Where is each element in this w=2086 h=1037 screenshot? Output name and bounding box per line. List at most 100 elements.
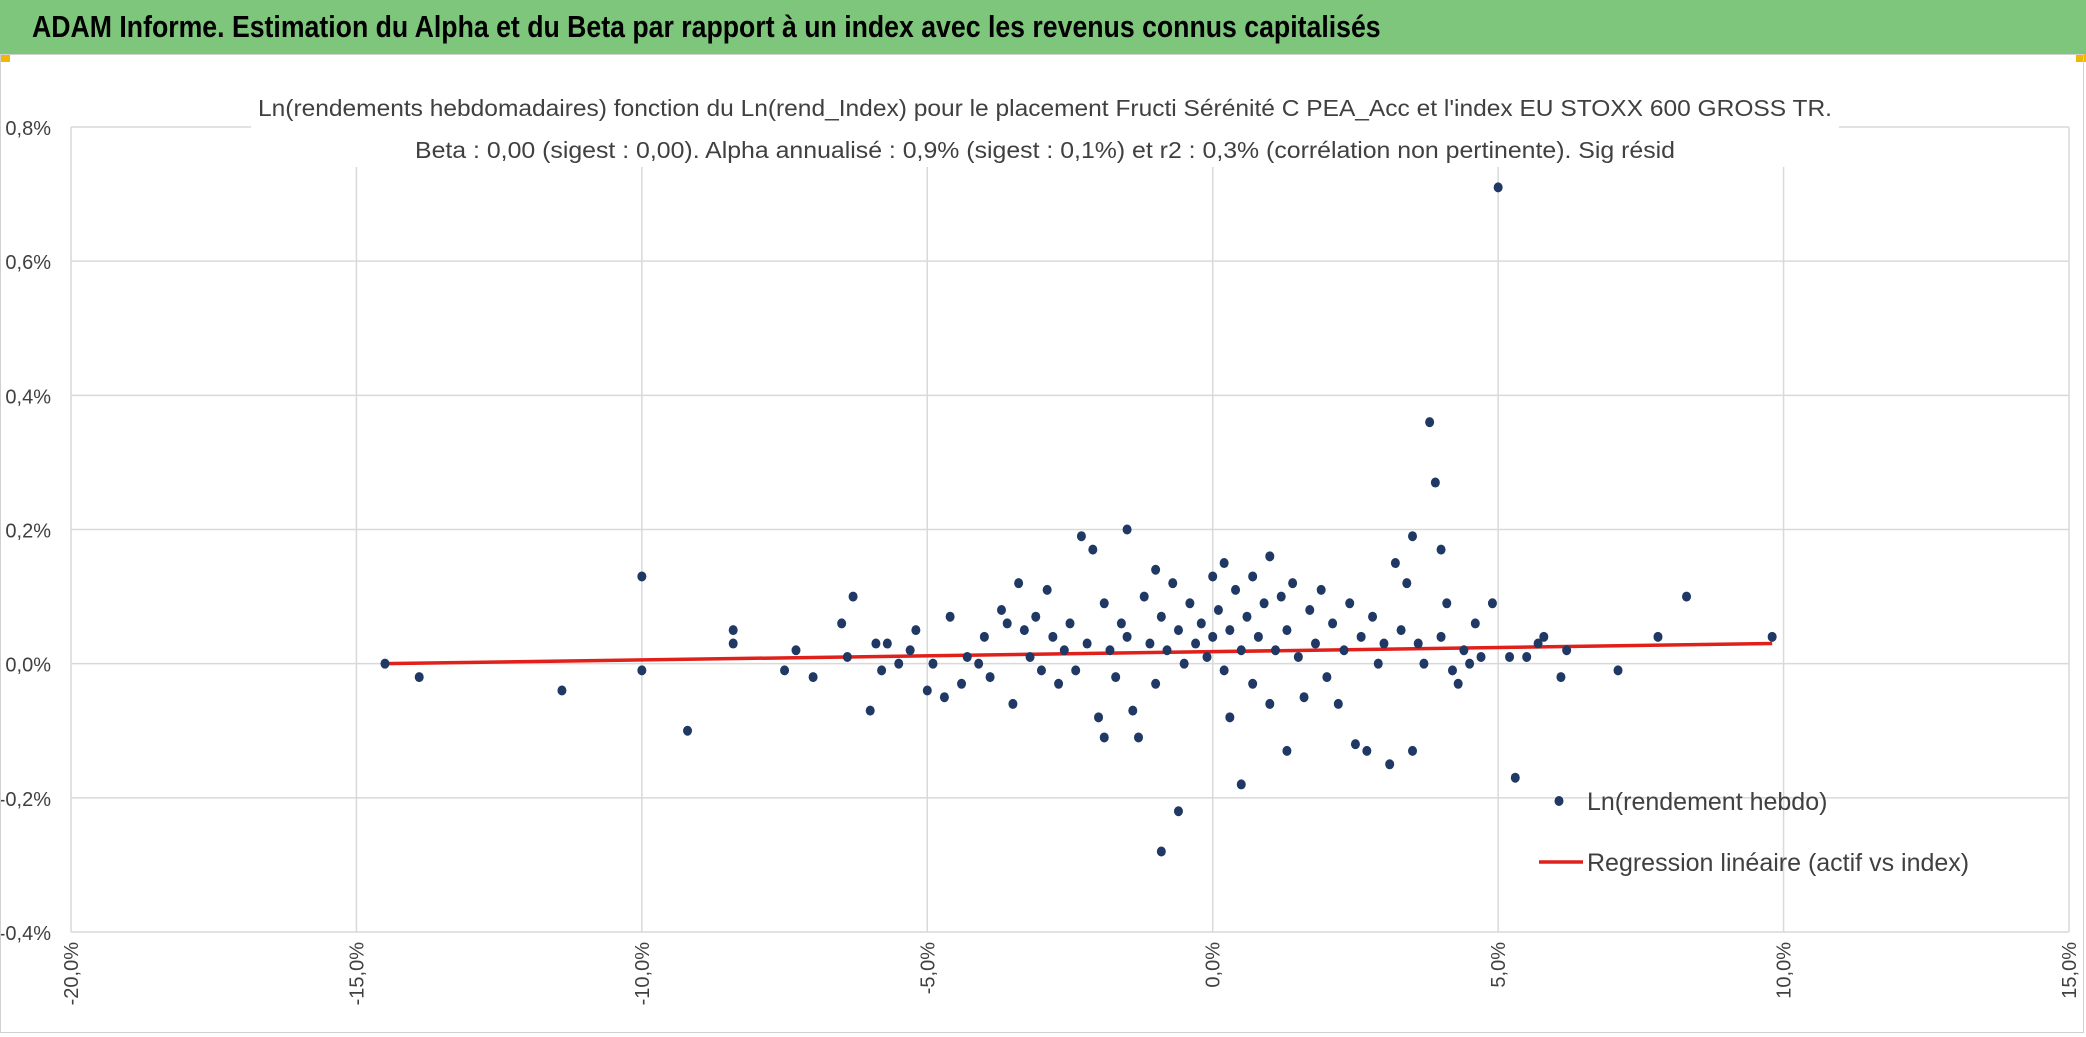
- scatter-point: [1088, 544, 1098, 555]
- scatter-point: [1242, 611, 1252, 622]
- scatter-point: [1219, 665, 1229, 676]
- scatter-point: [1014, 578, 1024, 589]
- scatter-point: [791, 645, 801, 656]
- scatter-point: [1459, 645, 1469, 656]
- x-tick-label: 10,0%: [1774, 942, 1796, 999]
- scatter-point: [1253, 631, 1263, 642]
- scatter-point: [1379, 638, 1389, 649]
- scatter-point: [1487, 598, 1497, 609]
- report-title: ADAM Informe. Estimation du Alpha et du …: [32, 9, 1381, 44]
- scatter-point: [877, 665, 887, 676]
- scatter-point: [1219, 558, 1229, 569]
- legend-marker-points: [1554, 796, 1564, 806]
- scatter-point: [865, 705, 875, 716]
- scatter-point: [1191, 638, 1201, 649]
- scatter-point: [1162, 645, 1172, 656]
- scatter-point: [1145, 638, 1155, 649]
- scatter-point: [1328, 618, 1338, 629]
- scatter-point: [1288, 578, 1298, 589]
- scatter-point: [1168, 578, 1178, 589]
- scatter-point: [1442, 598, 1452, 609]
- scatter-point: [1293, 651, 1303, 662]
- scatter-point: [414, 672, 424, 683]
- y-axis-ticks: -0,4% -0,2% 0,0% 0,2% 0,4% 0,6% 0,8%: [0, 118, 51, 945]
- scatter-point: [945, 611, 955, 622]
- scatter-point: [557, 685, 567, 696]
- scatter-point: [848, 591, 858, 602]
- scatter-point: [1430, 477, 1440, 488]
- scatter-point: [911, 625, 921, 636]
- scatter-point: [1767, 631, 1777, 642]
- scatter-point: [1031, 611, 1041, 622]
- scatter-point: [1231, 584, 1241, 595]
- scatter-point: [1419, 658, 1429, 669]
- scatter-point: [780, 665, 790, 676]
- y-tick-label: 0,8%: [5, 118, 51, 140]
- series-layer: [380, 182, 1777, 857]
- scatter-point: [1265, 551, 1275, 562]
- scatter-point: [1682, 591, 1692, 602]
- scatter-point: [1179, 658, 1189, 669]
- scatter-point: [1128, 705, 1138, 716]
- scatter-point: [957, 678, 967, 689]
- scatter-point: [1522, 651, 1532, 662]
- scatter-point: [1613, 665, 1623, 676]
- scatter-point: [1259, 598, 1269, 609]
- scatter-point: [1510, 772, 1520, 783]
- corner-marker: [0, 54, 10, 62]
- scatter-point: [1299, 692, 1309, 703]
- x-tick-label: 0,0%: [1203, 942, 1225, 988]
- scatter-point: [1465, 658, 1475, 669]
- scatter-point: [1156, 846, 1166, 857]
- scatter-point: [979, 631, 989, 642]
- x-tick-label: 5,0%: [1488, 942, 1510, 988]
- scatter-point: [1493, 182, 1503, 193]
- scatter-point: [1271, 645, 1281, 656]
- scatter-point: [1059, 645, 1069, 656]
- scatter-point: [996, 605, 1006, 615]
- scatter-point: [1076, 531, 1086, 542]
- title-backdrop: [251, 91, 1839, 167]
- scatter-point: [1453, 678, 1463, 689]
- scatter-point: [808, 672, 818, 683]
- scatter-point: [1562, 645, 1572, 656]
- y-tick-label: 0,4%: [5, 386, 51, 408]
- grid-lines: [70, 126, 2070, 933]
- scatter-point: [1556, 672, 1566, 683]
- x-tick-label: -5,0%: [917, 942, 939, 994]
- scatter-point: [1413, 638, 1423, 649]
- scatter-point: [637, 571, 647, 582]
- scatter-point: [1402, 578, 1412, 589]
- scatter-point: [1282, 745, 1292, 756]
- scatter-point: [939, 692, 949, 703]
- scatter-point: [842, 651, 852, 662]
- scatter-point: [1065, 618, 1075, 629]
- scatter-point: [1447, 665, 1457, 676]
- scatter-point: [380, 658, 390, 669]
- corner-marker: [2076, 54, 2086, 62]
- scatter-point: [974, 658, 984, 669]
- scatter-point: [1305, 605, 1315, 615]
- scatter-point: [1151, 564, 1161, 575]
- legend-label-regression: Regression linéaire (actif vs index): [1587, 849, 1969, 877]
- scatter-point: [1122, 524, 1132, 535]
- x-tick-label: 15,0%: [2059, 942, 2081, 999]
- scatter-point: [894, 658, 904, 669]
- scatter-point: [1019, 625, 1029, 636]
- scatter-point: [985, 672, 995, 683]
- scatter-point: [1156, 611, 1166, 622]
- scatter-point: [1071, 665, 1081, 676]
- scatter-point: [1122, 631, 1132, 642]
- scatter-point: [1042, 584, 1052, 595]
- scatter-point: [1208, 631, 1218, 642]
- scatter-point: [1470, 618, 1480, 629]
- scatter-point: [1425, 417, 1435, 428]
- scatter-point: [1225, 625, 1235, 636]
- scatter-point: [1094, 712, 1104, 723]
- scatter-point: [1373, 658, 1383, 669]
- legend-label-points: Ln(rendement hebdo): [1587, 788, 1827, 816]
- scatter-point: [1116, 618, 1126, 629]
- scatter-point: [1476, 651, 1486, 662]
- scatter-point: [1054, 678, 1064, 689]
- scatter-point: [1333, 698, 1343, 709]
